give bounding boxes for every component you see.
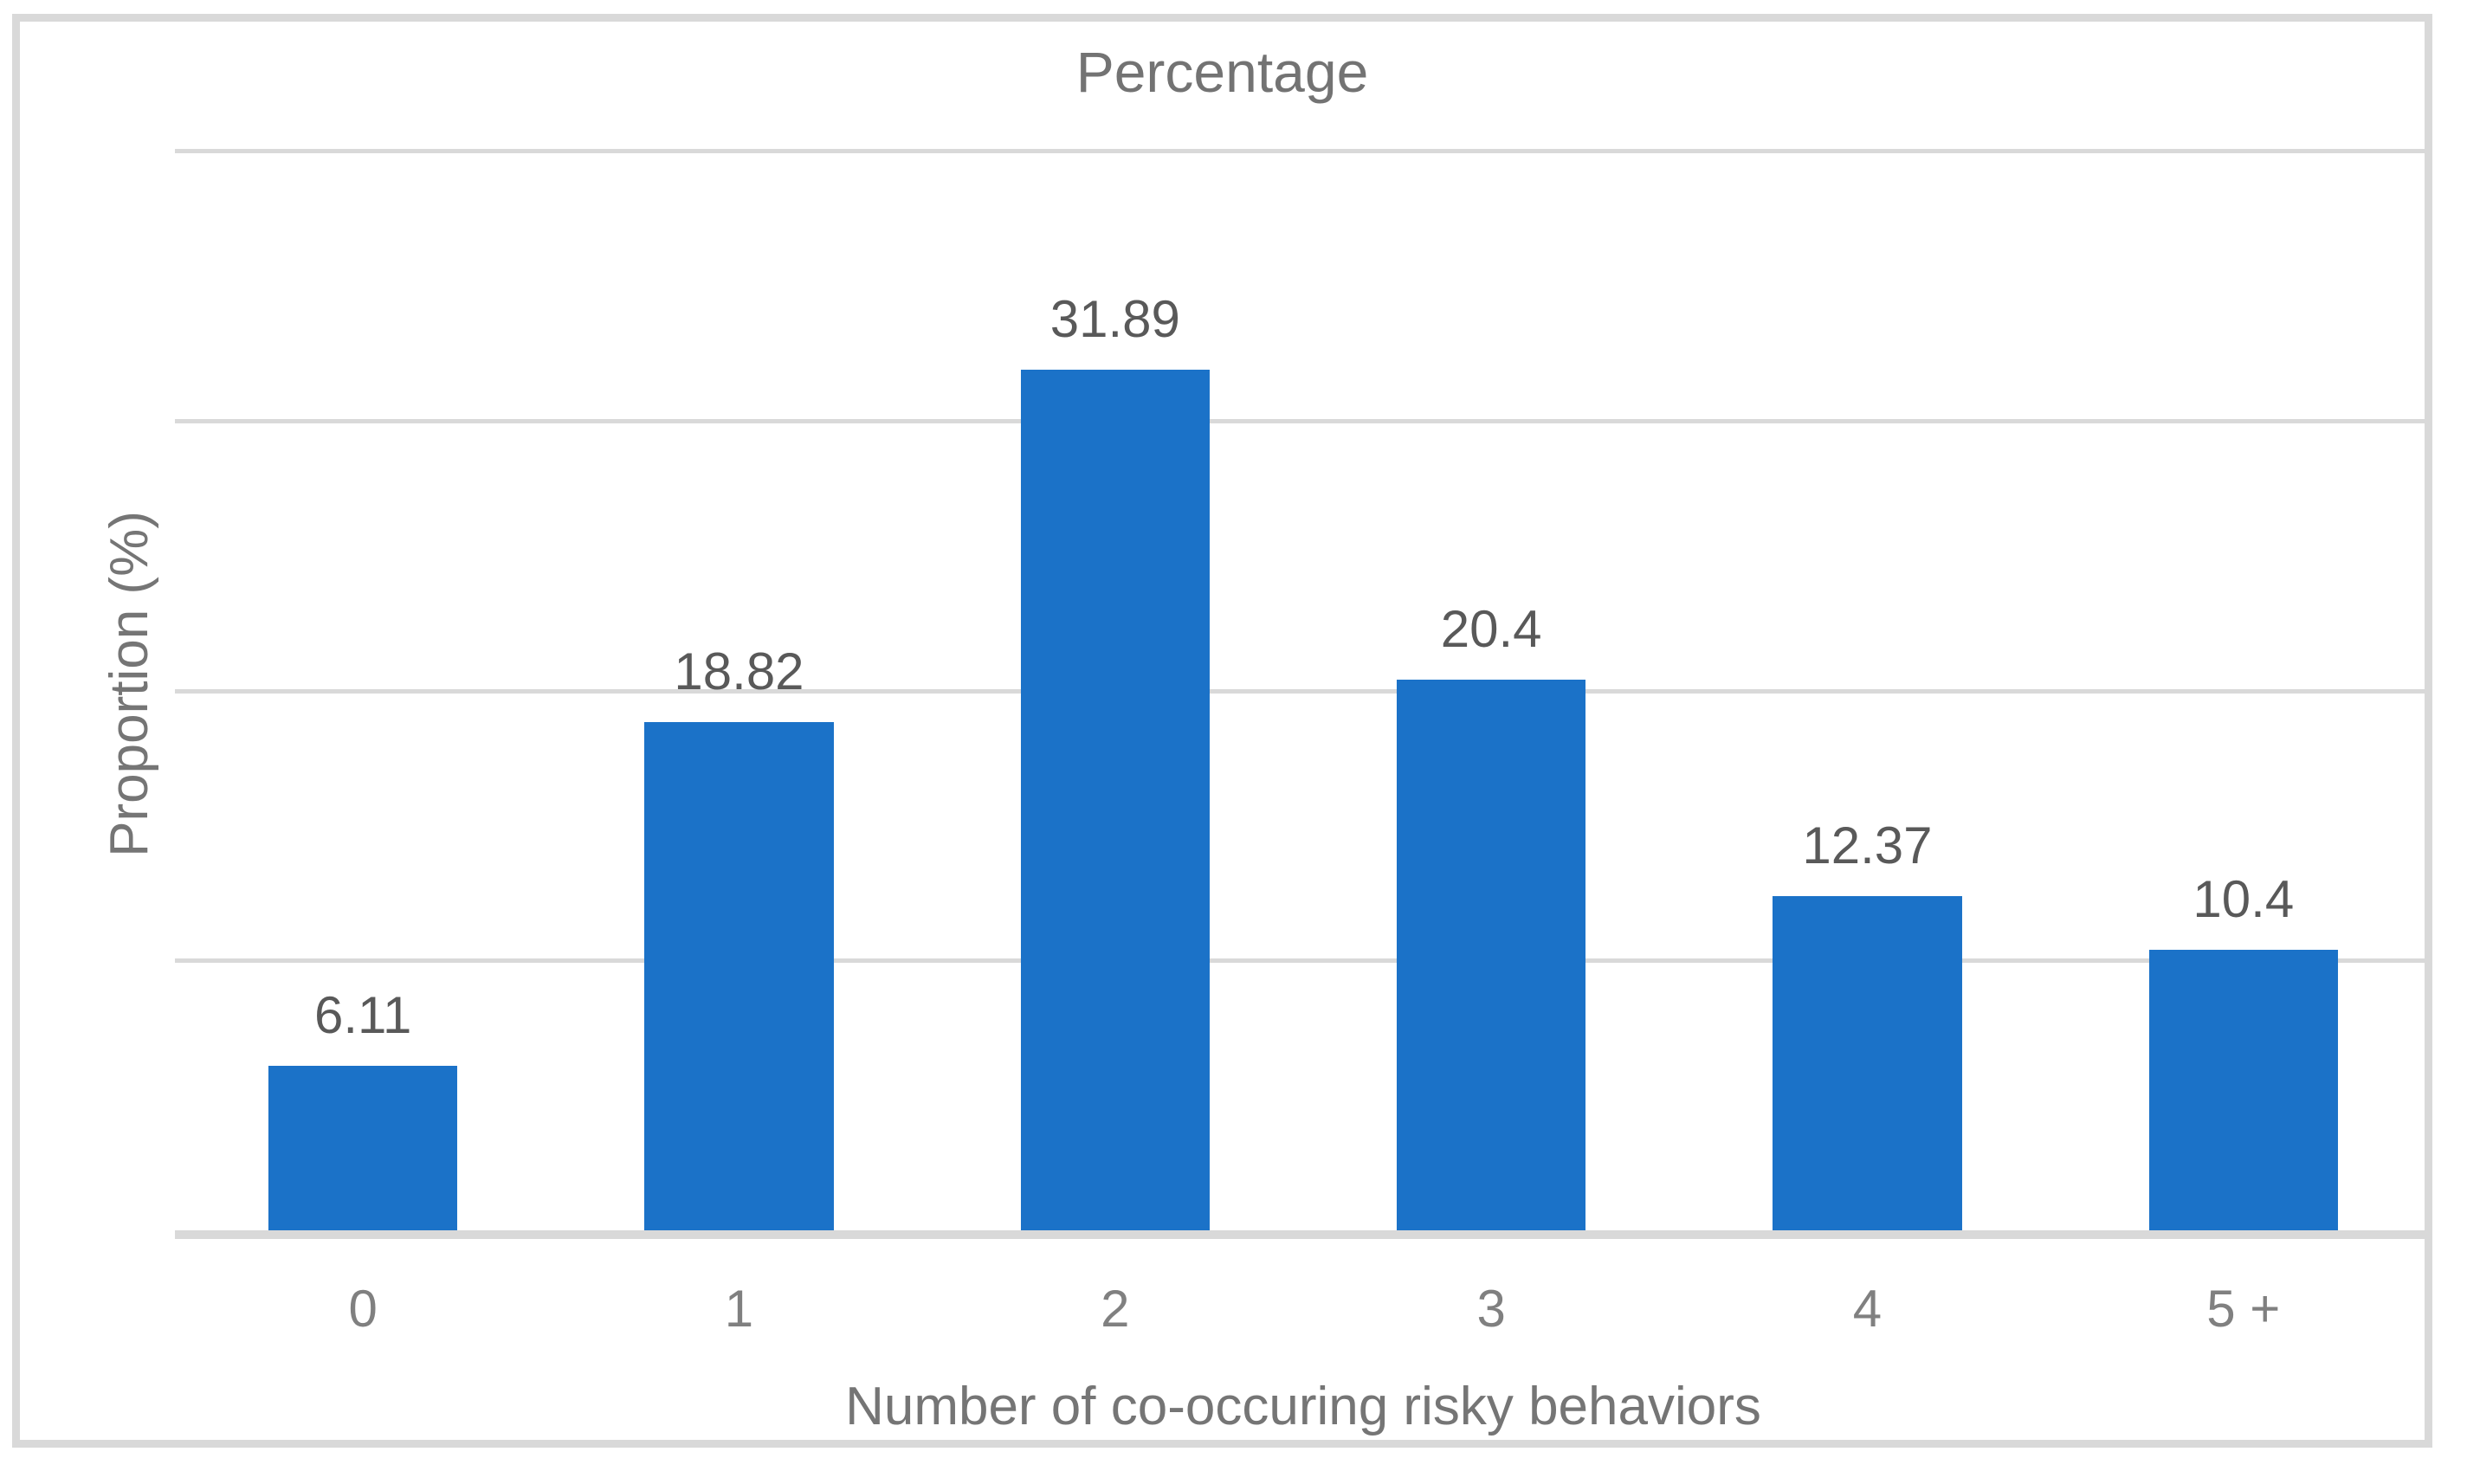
gridline [175, 958, 2431, 964]
bar-slot: 20.4 [1303, 151, 1679, 1230]
bar [1397, 680, 1586, 1230]
category-label: 5 + [2206, 1280, 2281, 1338]
bar-value-label: 6.11 [314, 985, 412, 1044]
gridline [175, 418, 2431, 423]
bar-value-label: 10.4 [2193, 869, 2295, 928]
category-label: 0 [348, 1280, 378, 1338]
gridline [175, 149, 2431, 153]
category-label: 3 [1476, 1280, 1506, 1338]
bar-value-label: 18.82 [674, 642, 804, 701]
bar-value-label: 12.37 [1802, 816, 1933, 875]
bar-slot: 18.82 [551, 151, 927, 1230]
bar [1020, 369, 1210, 1230]
bar [268, 1065, 458, 1230]
category-label: 1 [724, 1280, 754, 1338]
bar-value-label: 20.4 [1440, 600, 1542, 659]
x-axis-category-labels: 0 1 2 3 4 5 + [175, 1281, 2431, 1337]
bar-value-label: 31.89 [1049, 289, 1180, 348]
bar [2148, 949, 2338, 1230]
bars-row: 6.11 18.82 31.89 20.4 12.37 10.4 [175, 151, 2431, 1230]
bar [1773, 896, 1962, 1230]
gridline [175, 688, 2431, 694]
plot-area: 6.11 18.82 31.89 20.4 12.37 10.4 [175, 149, 2431, 1239]
bar-slot: 12.37 [1679, 151, 2055, 1230]
x-axis-line [175, 1230, 2431, 1239]
category-label: 4 [1852, 1280, 1883, 1338]
bar-slot: 31.89 [927, 151, 1303, 1230]
category-label: 2 [1101, 1280, 1130, 1338]
x-axis-title: Number of co-occuring risky behaviors [845, 1377, 1761, 1436]
bar-slot: 10.4 [2056, 151, 2431, 1230]
chart-frame: Percentage 6.11 18.82 31.89 20.4 12.37 10.4 0… [12, 14, 2432, 1448]
chart-title: Percentage [1075, 40, 1369, 104]
y-axis-title: Proportion (%) [100, 511, 159, 857]
bar [644, 722, 834, 1230]
bar-slot: 6.11 [175, 151, 551, 1230]
